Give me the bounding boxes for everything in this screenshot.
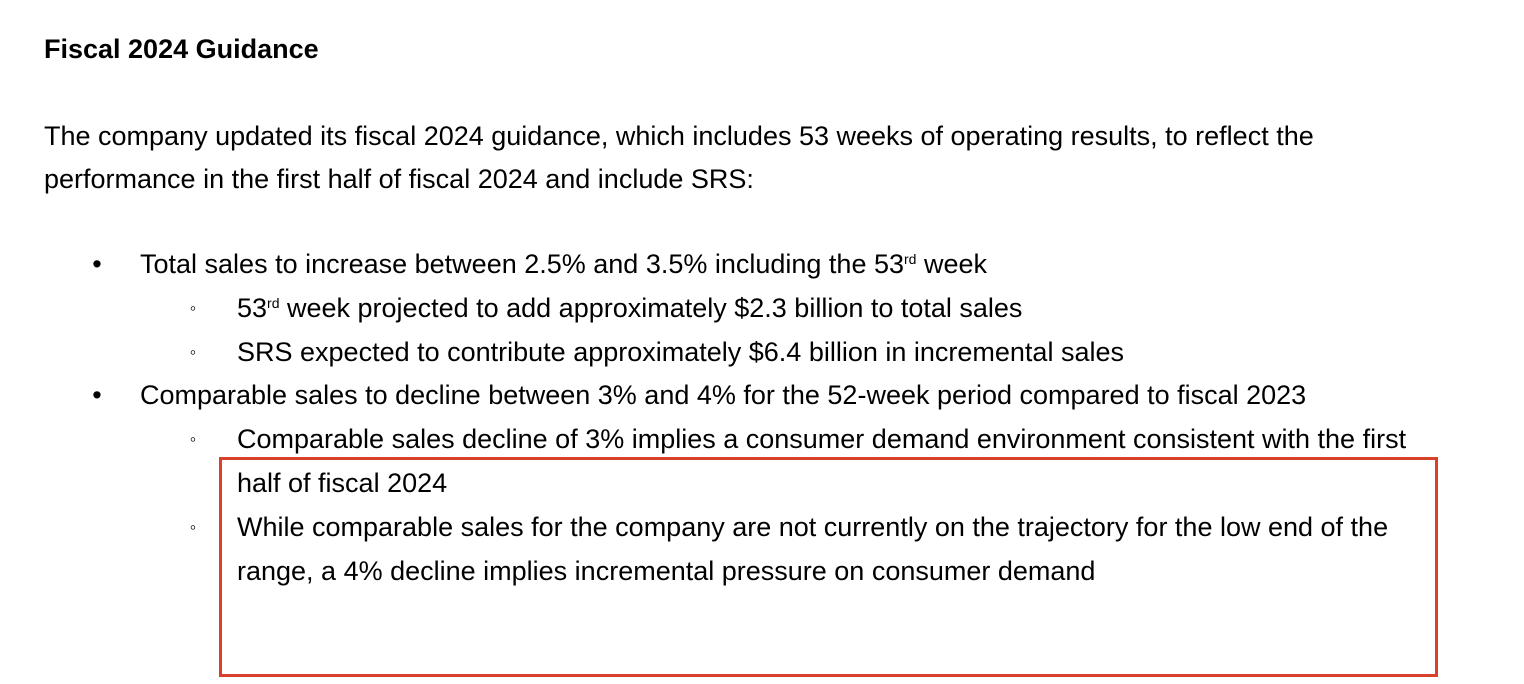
bullet-marker: ◦ (189, 341, 197, 362)
text-run: While comparable sales for the company a… (237, 511, 1389, 586)
item-text: 53rd week projected to add approximately… (237, 287, 1412, 331)
text-run: Comparable sales to decline between 3% a… (140, 380, 1307, 411)
item-text: Comparable sales to decline between 3% a… (140, 374, 1400, 418)
text-run: 53 (237, 292, 268, 323)
sub-bullet-item: ◦ 53rd week projected to add approximatel… (0, 287, 1524, 331)
superscript: rd (904, 251, 917, 267)
bullet-marker: • (92, 380, 102, 411)
bullet-marker: • (92, 249, 102, 279)
sub-bullet-item: ◦ Comparable sales decline of 3% implies … (0, 418, 1524, 506)
text-run: SRS expected to contribute approximately… (237, 336, 1124, 367)
item-text: Total sales to increase between 2.5% and… (140, 243, 1400, 287)
bullet-marker: ◦ (189, 297, 197, 318)
intro-paragraph: The company updated its fiscal 2024 guid… (44, 121, 1314, 194)
highlight-box (219, 457, 1438, 677)
item-text: Comparable sales decline of 3% implies a… (237, 418, 1412, 506)
bullet-marker: ◦ (189, 429, 197, 450)
text-run: week (916, 249, 988, 279)
item-text: While comparable sales for the company a… (237, 506, 1412, 594)
heading: Fiscal 2024 Guidance (44, 34, 319, 64)
bullet-item: • Comparable sales to decline between 3% … (0, 374, 1524, 418)
bullet-marker: ◦ (189, 516, 197, 537)
bullet-list: • Total sales to increase between 2.5% an… (0, 243, 1524, 593)
text-run: week projected to add approximately $2.3… (279, 292, 1023, 323)
sub-bullet-item: ◦ While comparable sales for the company … (0, 506, 1524, 594)
text-run: Comparable sales decline of 3% implies a… (237, 424, 1407, 498)
bullet-item: • Total sales to increase between 2.5% an… (0, 243, 1524, 287)
text-run: Total sales to increase between 2.5% and… (140, 249, 905, 279)
superscript: rd (267, 294, 280, 311)
sub-bullet-item: ◦ SRS expected to contribute approximatel… (0, 331, 1524, 375)
item-text: SRS expected to contribute approximately… (237, 331, 1412, 375)
